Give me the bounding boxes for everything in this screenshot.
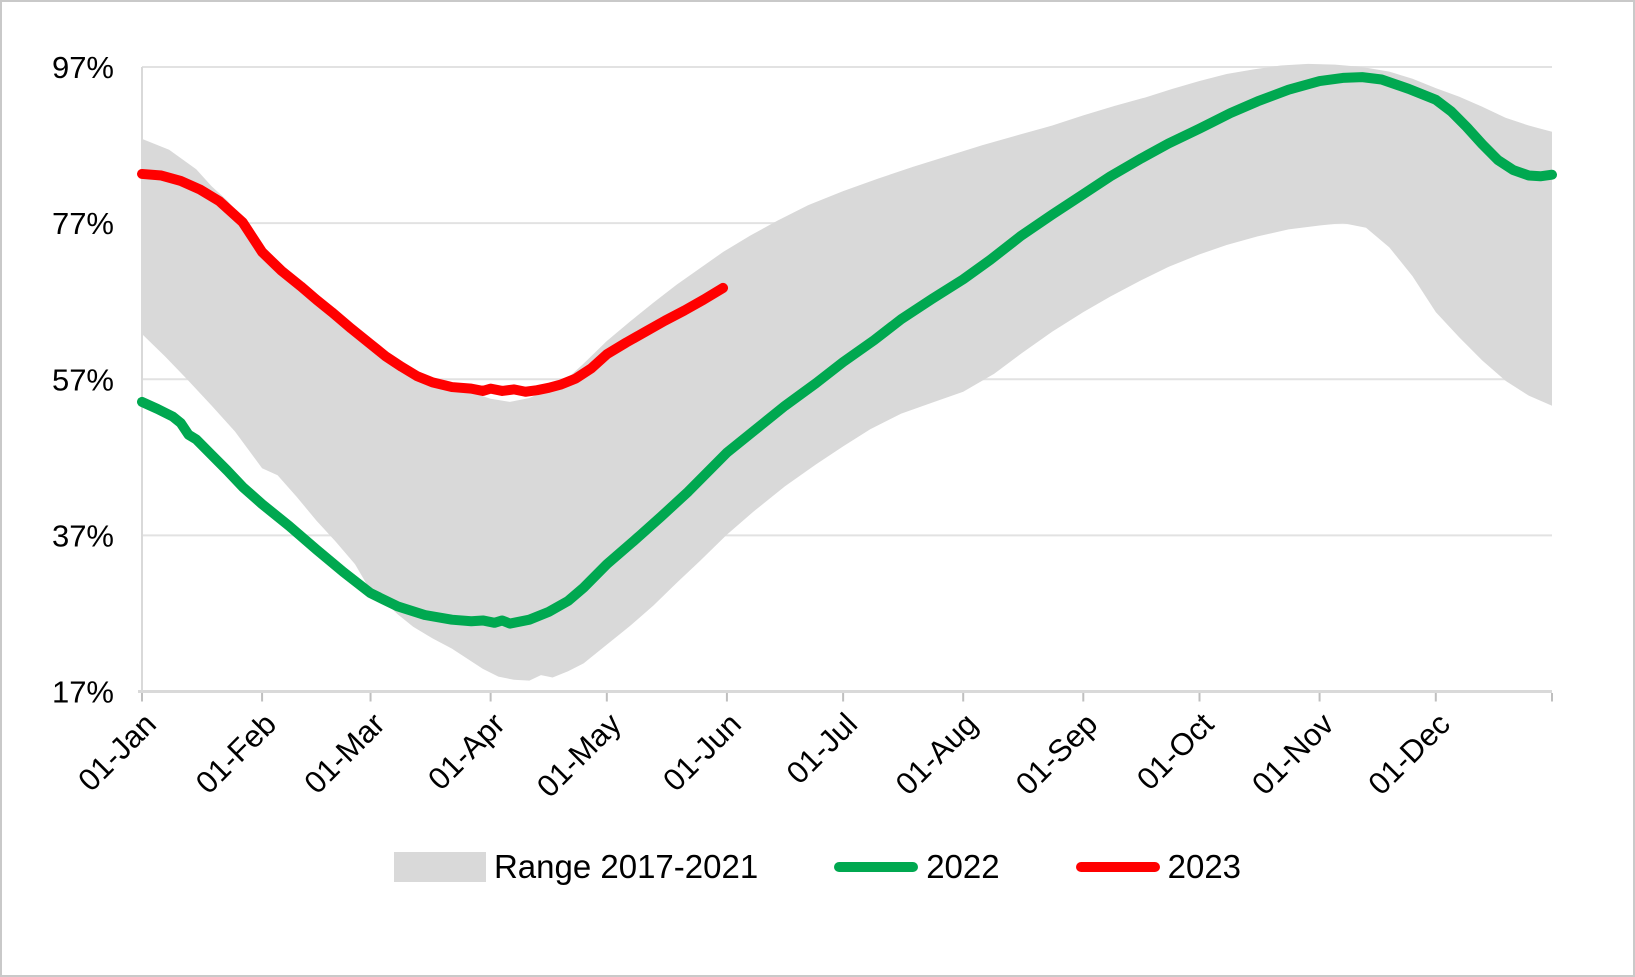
legend-label-2023: 2023: [1167, 848, 1242, 885]
y-tick-label-57%: 57%: [52, 362, 114, 397]
line-2023-swatch: [1075, 862, 1160, 872]
x-tick-label-01-Apr: 01-Apr: [421, 706, 512, 797]
range-band-swatch: [393, 852, 486, 882]
legend-item-2023: 2023: [1075, 848, 1242, 886]
x-tick-label-01-May: 01-May: [530, 706, 628, 804]
x-tick-label-01-Nov: 01-Nov: [1245, 706, 1341, 802]
x-tick-label-01-Jan: 01-Jan: [71, 706, 163, 798]
y-tick-label-17%: 17%: [52, 675, 114, 710]
x-tick-label-01-Mar: 01-Mar: [297, 706, 391, 800]
x-tick-label-01-Feb: 01-Feb: [189, 706, 283, 800]
x-tick-label-01-Sep: 01-Sep: [1009, 706, 1104, 801]
legend-label-2022: 2022: [926, 848, 1000, 885]
series-line-2023: [137, 168, 729, 397]
x-tick-label-01-Jul: 01-Jul: [780, 706, 864, 790]
legend-item-range: Range 2017-2021: [393, 848, 759, 886]
band-range-2017-2021: [142, 63, 1552, 681]
legend-label-range: Range 2017-2021: [493, 848, 759, 885]
x-tick-label-01-Oct: 01-Oct: [1130, 706, 1221, 797]
x-tick-label-01-Aug: 01-Aug: [889, 706, 984, 801]
legend-item-2022: 2022: [834, 848, 1000, 886]
y-tick-label-77%: 77%: [52, 206, 114, 241]
legend: Range 2017-2021 2022 2023: [2, 848, 1633, 886]
line-2022-swatch: [834, 862, 919, 872]
x-tick-label-01-Jun: 01-Jun: [656, 706, 748, 798]
series-line-2022: [137, 72, 1557, 629]
seasonal-range-chart: 97%77%57%37%17%01-Jan 01-Feb 01-Mar 01-Apr 0…: [52, 50, 1557, 804]
x-tick-label-01-Dec: 01-Dec: [1361, 706, 1456, 801]
y-tick-label-37%: 37%: [52, 518, 114, 553]
y-tick-label-97%: 97%: [52, 50, 114, 85]
